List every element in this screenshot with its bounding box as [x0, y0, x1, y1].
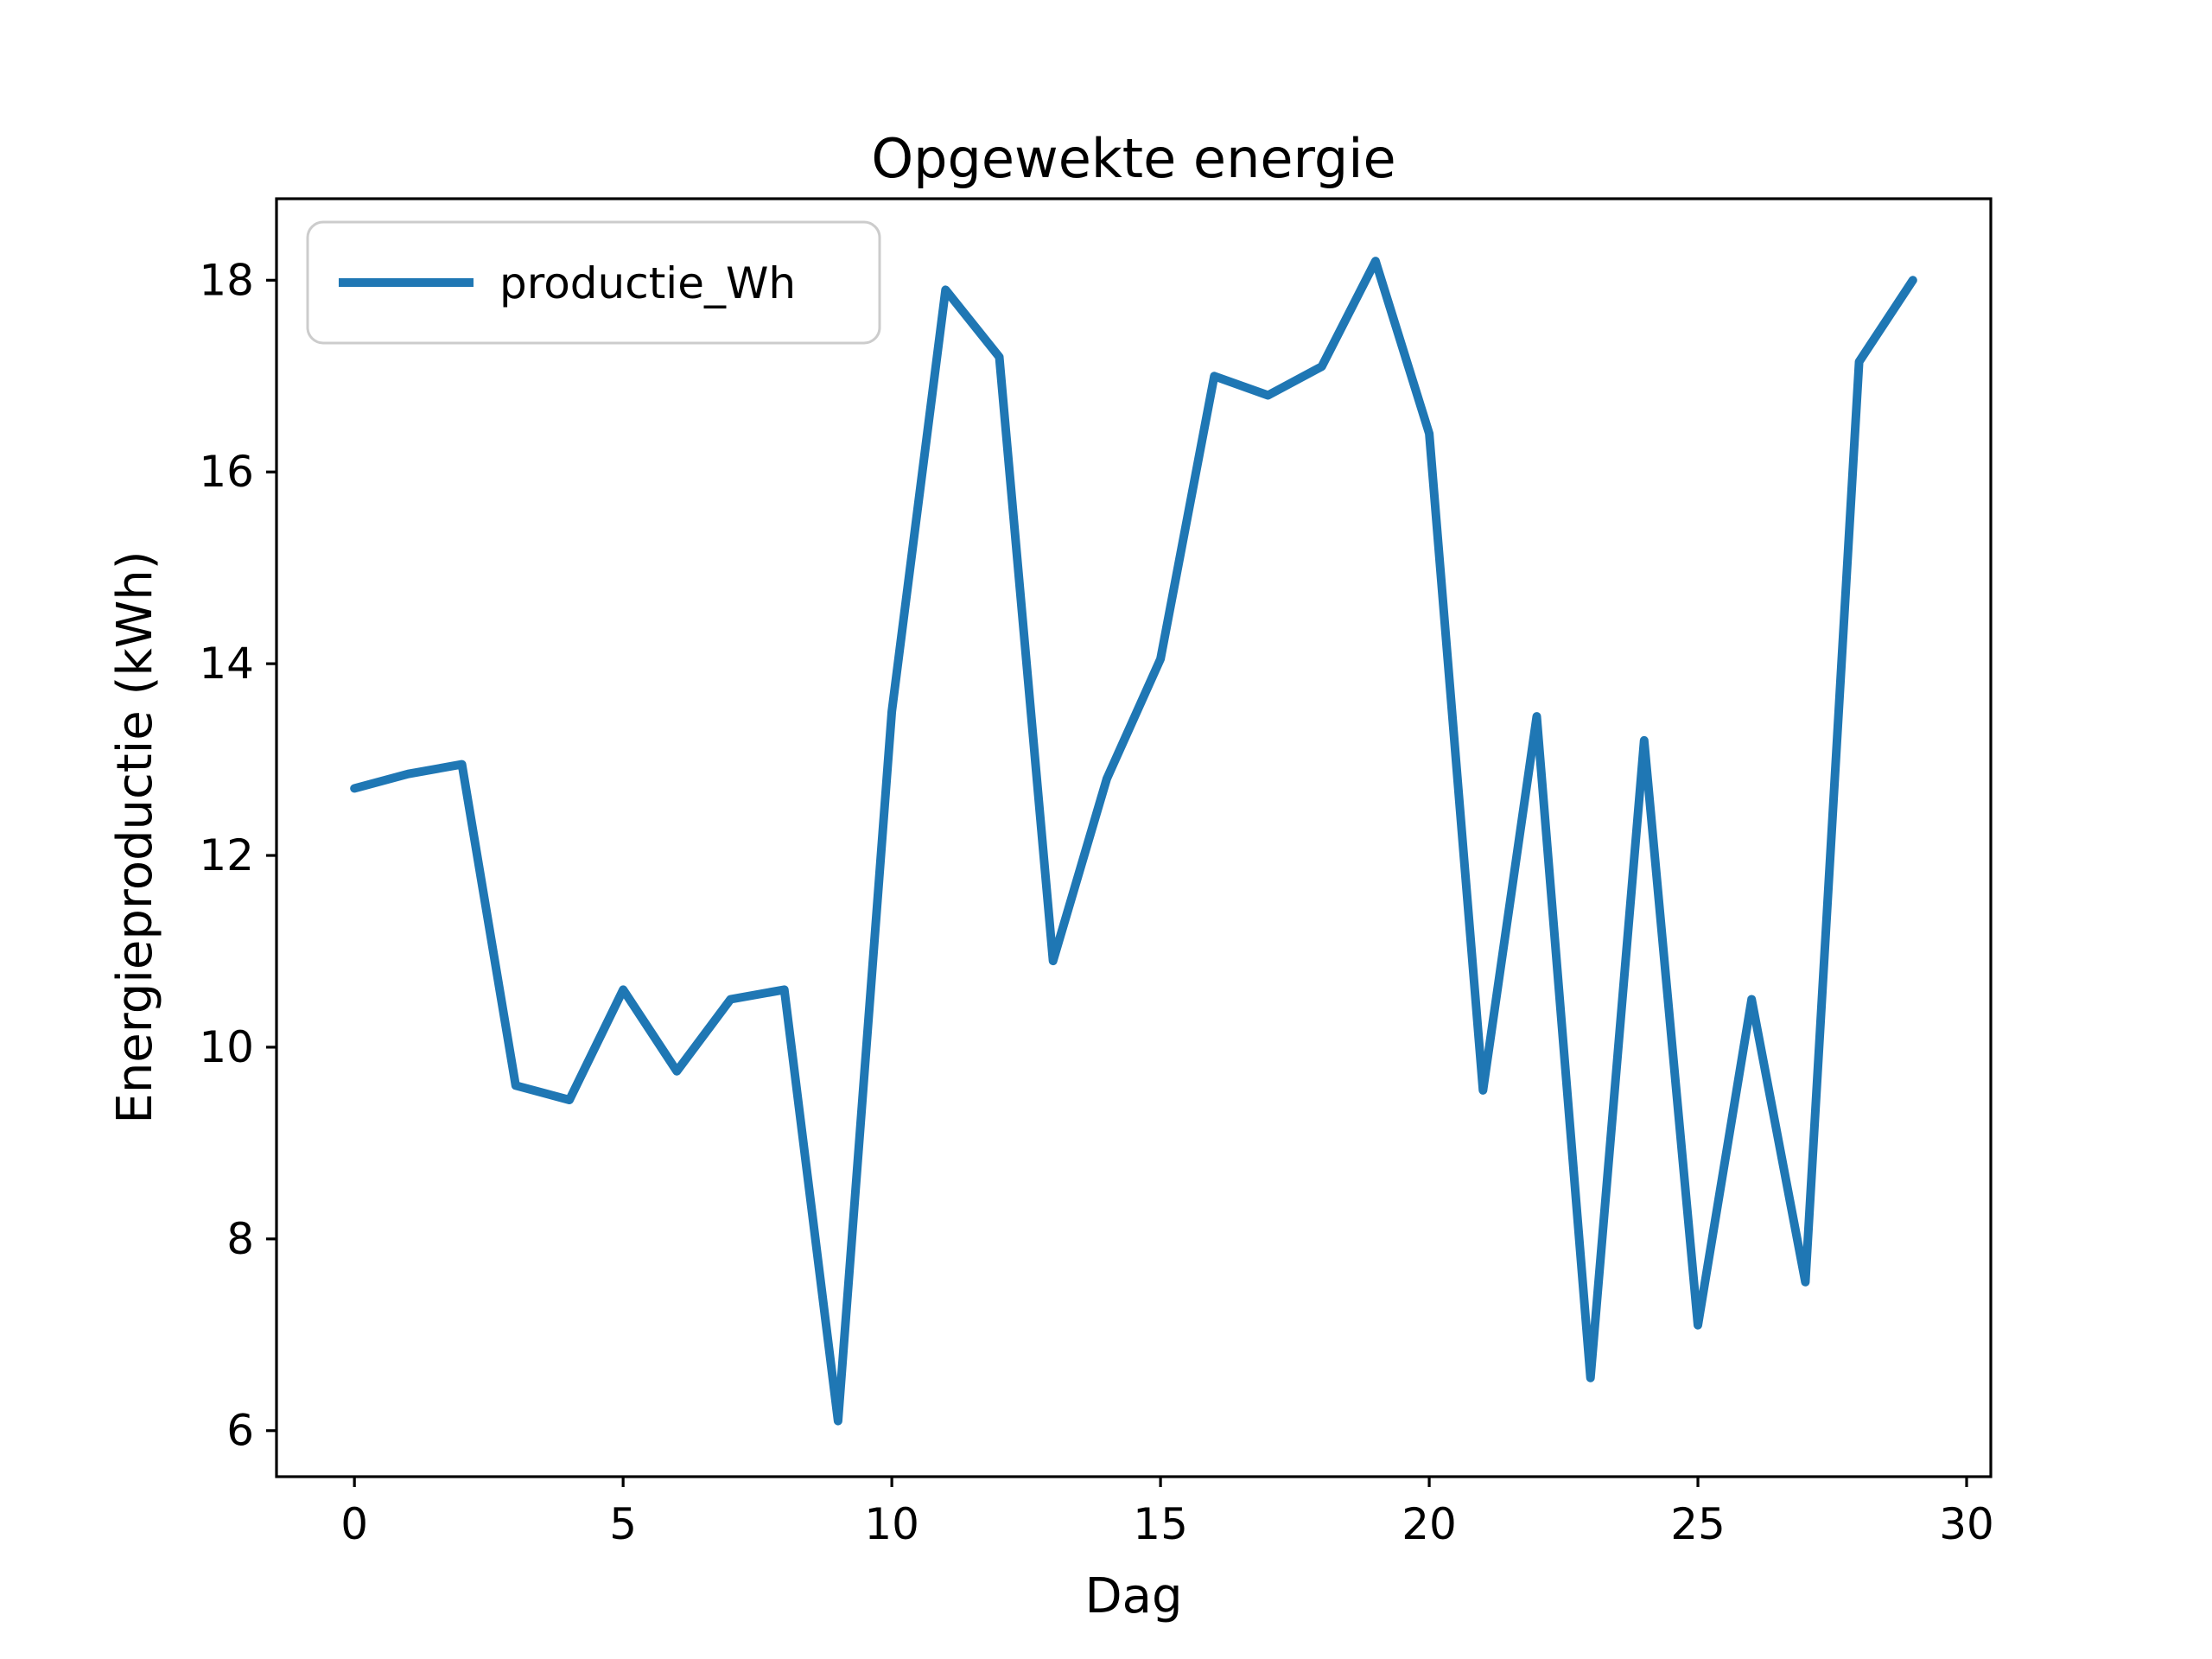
x-tick-label: 25: [1670, 1499, 1726, 1549]
x-tick-label: 10: [864, 1499, 919, 1549]
x-tick-label: 5: [609, 1499, 637, 1549]
chart-title: Opgewekte energie: [871, 127, 1395, 190]
x-tick-label: 0: [340, 1499, 368, 1549]
x-tick-label: 15: [1133, 1499, 1188, 1549]
x-tick-label: 30: [1939, 1499, 1994, 1549]
y-tick-label: 16: [199, 447, 254, 497]
y-tick-label: 14: [199, 639, 254, 689]
y-tick-label: 10: [199, 1022, 254, 1072]
y-tick-label: 8: [226, 1214, 254, 1264]
legend-frame: [306, 220, 881, 345]
x-tick-label: 20: [1402, 1499, 1457, 1549]
productie-wh-line: [350, 257, 1917, 1426]
x-axis-label: Dag: [1085, 1568, 1183, 1624]
x-axis-ticks: 0 5 10 15 20 25 30: [340, 1477, 1994, 1549]
legend: productie_Wh: [306, 220, 881, 345]
plot-area: [275, 197, 1993, 1478]
legend-entry-label: productie_Wh: [499, 258, 796, 308]
y-tick-label: 6: [226, 1406, 254, 1456]
y-tick-label: 18: [199, 255, 254, 305]
y-axis-ticks: 6 8 10 12 14 16 18: [199, 255, 276, 1456]
y-axis-label: Energieproductie (kWh): [107, 550, 163, 1123]
y-tick-label: 12: [199, 830, 254, 880]
